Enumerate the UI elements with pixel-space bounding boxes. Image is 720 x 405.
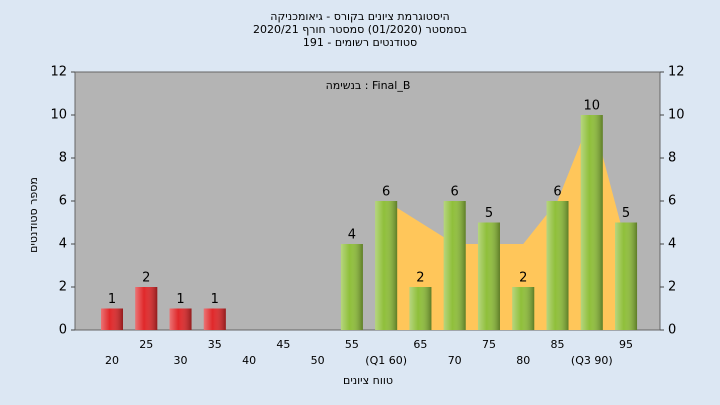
bar-shade <box>203 308 226 330</box>
y2-tick-label: 0 <box>668 323 676 338</box>
y-axis-label: מספר סטודנטים <box>27 177 40 253</box>
bar-shade <box>512 287 535 330</box>
y-tick-label: 4 <box>59 237 67 252</box>
y2-tick-label: 8 <box>668 151 676 166</box>
bar-shade <box>340 244 363 330</box>
bar-shade <box>409 287 432 330</box>
x-tick-label: 40 <box>242 354 256 367</box>
value-label: 6 <box>553 185 561 200</box>
y-tick-label: 6 <box>59 194 67 209</box>
x-tick-label: 95 <box>619 338 633 351</box>
bar-shade <box>580 115 603 330</box>
x-axis-label: טווח ציונים <box>343 374 393 387</box>
value-label: 6 <box>451 185 459 200</box>
x-tick-label: 80 <box>516 354 530 367</box>
bar-shade <box>546 201 569 330</box>
y-tick-label: 0 <box>59 323 67 338</box>
bar-shade <box>477 222 500 330</box>
y2-tick-label: 6 <box>668 194 676 209</box>
y2-tick-label: 10 <box>668 108 685 123</box>
x-tick-label: 20 <box>105 354 119 367</box>
value-label: 10 <box>584 99 601 114</box>
value-label: 1 <box>211 292 219 307</box>
value-label: 1 <box>108 292 116 307</box>
y-tick-label: 2 <box>59 280 67 295</box>
x-tick-label: (Q3 90) <box>571 354 613 367</box>
y-tick-label: 8 <box>59 151 67 166</box>
x-tick-label: (Q1 60) <box>365 354 407 367</box>
value-label: 1 <box>176 292 184 307</box>
x-tick-label: 75 <box>482 338 496 351</box>
x-tick-label: 85 <box>551 338 565 351</box>
x-tick-label: 30 <box>174 354 188 367</box>
bar-shade <box>443 201 466 330</box>
y-tick-label: 12 <box>50 65 67 80</box>
value-label: 4 <box>348 228 356 243</box>
y2-tick-label: 4 <box>668 237 676 252</box>
bar-shade <box>169 308 192 330</box>
x-tick-label: 55 <box>345 338 359 351</box>
y-tick-label: 10 <box>50 108 67 123</box>
bar-shade <box>615 222 638 330</box>
value-label: 2 <box>416 271 424 286</box>
y2-tick-label: 12 <box>668 65 685 80</box>
x-tick-label: 35 <box>208 338 222 351</box>
annotation: בנשימה : Final_B <box>326 79 411 92</box>
title-line: היסטוגרמת ציונים בקורס - גיאומכניקה <box>270 10 449 23</box>
x-tick-label: 65 <box>413 338 427 351</box>
value-label: 2 <box>519 271 527 286</box>
x-tick-label: 70 <box>448 354 462 367</box>
y2-tick-label: 2 <box>668 280 676 295</box>
x-tick-label: 45 <box>276 338 290 351</box>
value-label: 5 <box>622 206 630 221</box>
title-line: בסמסטר (01/2020) סמסטר חורף 2020/21 <box>253 23 467 36</box>
x-tick-label: 25 <box>139 338 153 351</box>
bar-shade <box>135 287 158 330</box>
x-tick-label: 50 <box>311 354 325 367</box>
value-label: 6 <box>382 185 390 200</box>
value-label: 2 <box>142 271 150 286</box>
bar-shade <box>375 201 398 330</box>
bar-shade <box>101 308 123 330</box>
title-line: סטודנטים רשומים - 191 <box>303 36 417 49</box>
value-label: 5 <box>485 206 493 221</box>
